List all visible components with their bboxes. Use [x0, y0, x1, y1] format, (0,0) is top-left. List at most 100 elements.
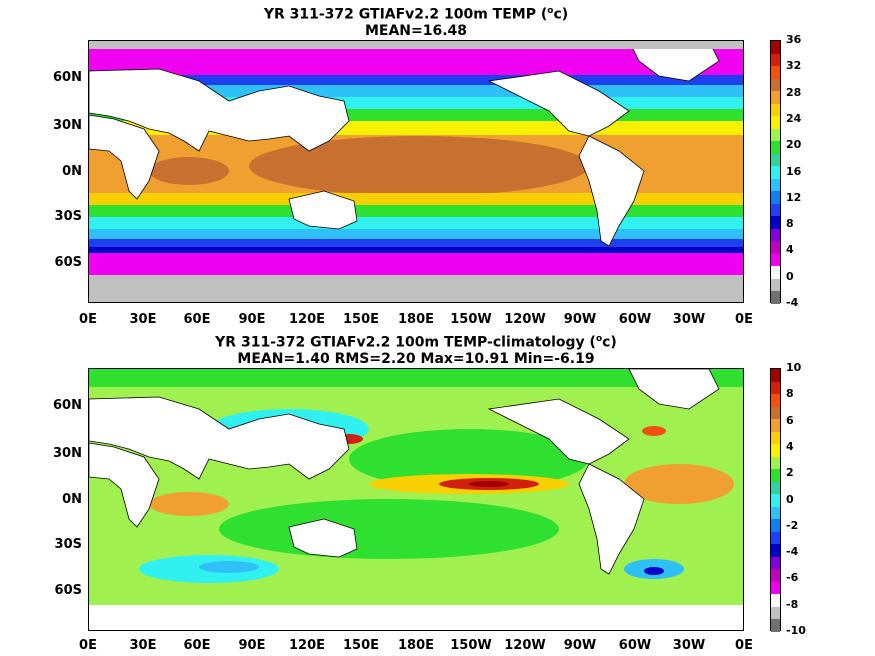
colorbar-swatch	[771, 241, 780, 254]
p2-ylabel-30n: 30N	[53, 446, 82, 461]
p2-xlabel: 120E	[288, 638, 326, 653]
colorbar-swatch	[771, 556, 780, 570]
colorbar-swatch	[771, 606, 780, 620]
p1-ylabel-0n: 0N	[62, 164, 82, 179]
colorbar-swatch	[771, 253, 780, 267]
panel2-stats-text: MEAN=1.40 RMS=2.20 Max=10.91 Min=-6.19	[237, 350, 595, 367]
colorbar-swatch	[771, 594, 780, 607]
colorbar-swatch	[771, 481, 780, 495]
colorbar-tick-label: 4	[786, 243, 794, 257]
colorbar-swatch	[771, 278, 780, 292]
p2-xlabel: 30W	[672, 638, 706, 653]
p2-xlabel: 30E	[129, 638, 157, 653]
colorbar-tick-label: 0	[786, 269, 794, 283]
panel2-title: YR 311-372 GTIAFv2.2 100m TEMP-climatolo…	[215, 334, 617, 367]
colorbar-swatch	[771, 456, 780, 470]
colorbar-tick-label: 8	[786, 387, 794, 401]
p1-xlabel: 150W	[450, 312, 492, 327]
colorbar-tick-label: 2	[786, 466, 794, 480]
colorbar-tick-label: 20	[786, 138, 802, 152]
colorbar-swatch	[771, 191, 780, 204]
p1-xlabel: 60E	[183, 312, 211, 327]
p1-xlabel: 30E	[129, 312, 157, 327]
colorbar-swatch	[771, 78, 780, 92]
colorbar-swatch	[771, 91, 780, 104]
colorbar-swatch	[771, 494, 780, 507]
colorbar-swatch	[771, 128, 780, 142]
p1-xlabel: 60W	[618, 312, 652, 327]
colorbar-swatch	[771, 53, 780, 67]
colorbar-tick-label: -2	[786, 518, 799, 532]
p1-xlabel: 90E	[238, 312, 266, 327]
p1-xlabel: 0E	[735, 312, 753, 327]
p2-xlabel: 90E	[238, 638, 266, 653]
colorbar-tick-label: 12	[786, 190, 802, 204]
panel1-title: YR 311-372 GTIAFv2.2 100m TEMP (oc) MEAN…	[263, 6, 569, 39]
colorbar-tick-label: 0	[786, 492, 794, 506]
colorbar-swatch	[771, 216, 780, 229]
colorbar-swatch	[771, 266, 780, 279]
p1-xlabel: 120E	[288, 312, 326, 327]
p2-ylabel-30s: 30S	[54, 537, 82, 552]
colorbar-swatch	[771, 469, 780, 482]
p2-xlabel: 0E	[735, 638, 753, 653]
colorbar-swatch	[771, 381, 780, 395]
colorbar-tick-label: 32	[786, 59, 802, 73]
colorbar-swatch	[771, 291, 780, 304]
panel1-mean-text: MEAN=16.48	[364, 22, 468, 39]
colorbar-tick-label: -8	[786, 597, 799, 611]
panel2-colorbar	[770, 368, 781, 632]
panel1-temperature-map	[88, 40, 744, 303]
p2-xlabel: 60E	[183, 638, 211, 653]
colorbar-swatch	[771, 228, 780, 242]
p1-xlabel: 90W	[563, 312, 597, 327]
panel2-anomaly-map	[88, 368, 744, 631]
colorbar-tick-label: -10	[786, 624, 806, 637]
p2-xlabel: 60W	[618, 638, 652, 653]
p2-ylabel-0n: 0N	[62, 492, 82, 507]
p2-xlabel: 150E	[342, 638, 380, 653]
colorbar-tick-label: 4	[786, 439, 794, 453]
colorbar-swatch	[771, 153, 780, 167]
colorbar-swatch	[771, 141, 780, 154]
colorbar-swatch	[771, 581, 780, 595]
colorbar-swatch	[771, 166, 780, 179]
colorbar-swatch	[771, 406, 780, 420]
p2-xlabel: 180E	[397, 638, 435, 653]
panel1-colorbar	[770, 40, 781, 304]
colorbar-tick-label: 10	[786, 361, 802, 374]
colorbar-swatch	[771, 431, 780, 445]
colorbar-swatch	[771, 116, 780, 129]
colorbar-tick-label: 16	[786, 164, 802, 178]
colorbar-swatch	[771, 444, 780, 457]
colorbar-swatch	[771, 619, 780, 632]
colorbar-tick-label: 28	[786, 85, 802, 99]
colorbar-swatch	[771, 203, 780, 217]
colorbar-swatch	[771, 506, 780, 520]
p1-ylabel-30n: 30N	[53, 118, 82, 133]
p2-xlabel: 90W	[563, 638, 597, 653]
p2-xlabel: 150W	[450, 638, 492, 653]
colorbar-tick-label: 24	[786, 111, 802, 125]
colorbar-swatch	[771, 519, 780, 532]
p2-xlabel: 0E	[79, 638, 97, 653]
colorbar-swatch	[771, 103, 780, 117]
colorbar-tick-label: -6	[786, 571, 799, 585]
p2-ylabel-60n: 60N	[53, 398, 82, 413]
p1-ylabel-30s: 30S	[54, 209, 82, 224]
p1-ylabel-60s: 60S	[54, 255, 82, 270]
colorbar-tick-label: 8	[786, 217, 794, 231]
p2-ylabel-60s: 60S	[54, 583, 82, 598]
colorbar-swatch	[771, 419, 780, 432]
colorbar-swatch	[771, 178, 780, 192]
p1-xlabel: 150E	[342, 312, 380, 327]
p1-xlabel: 30W	[672, 312, 706, 327]
colorbar-swatch	[771, 369, 780, 382]
colorbar-swatch	[771, 544, 780, 557]
colorbar-tick-label: -4	[786, 545, 799, 559]
p1-xlabel: 120W	[504, 312, 546, 327]
p1-ylabel-60n: 60N	[53, 70, 82, 85]
colorbar-tick-label: -4	[786, 296, 799, 309]
p1-xlabel: 180E	[397, 312, 435, 327]
colorbar-swatch	[771, 41, 780, 54]
